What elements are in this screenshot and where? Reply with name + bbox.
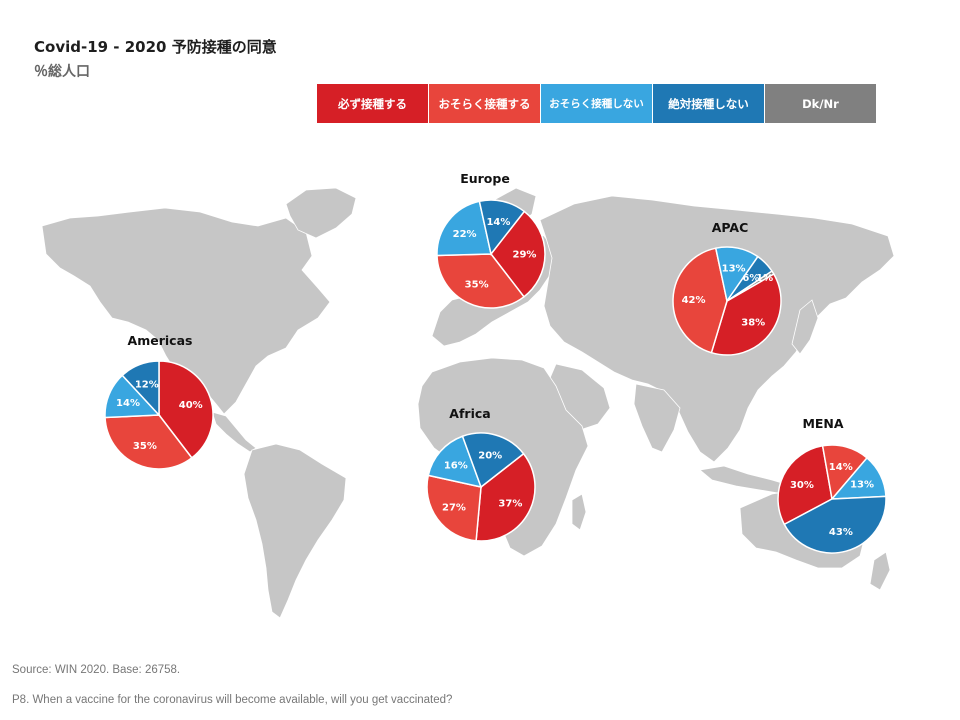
region-title-apac: APAC bbox=[712, 220, 749, 235]
pie-slice-americas-1 bbox=[104, 414, 193, 470]
region-title-americas: Americas bbox=[128, 333, 193, 348]
pie-europe: 29% 35% 22% 14% Europe bbox=[436, 171, 546, 309]
source-note: Source: WIN 2020. Base: 26758. bbox=[12, 664, 181, 676]
south-america-shape bbox=[243, 443, 347, 619]
pie-slice-americas-3 bbox=[121, 360, 160, 417]
region-title-mena: MENA bbox=[802, 416, 843, 431]
pie-mena: 30% 14% 13% 43% MENA bbox=[777, 416, 887, 554]
pie-label-americas-1: 35% bbox=[133, 441, 157, 452]
madagascar-shape bbox=[571, 493, 587, 531]
pie-slice-apac-1 bbox=[672, 247, 728, 354]
japan-shape bbox=[791, 299, 819, 355]
new-zealand-shape bbox=[869, 551, 891, 591]
pie-slice-europe-2 bbox=[436, 200, 492, 257]
pie-slice-africa-0 bbox=[475, 452, 536, 542]
pie-label-americas-0: 40% bbox=[179, 400, 203, 411]
pie-slice-europe-3 bbox=[478, 199, 526, 256]
legend-item-definitely-no: 絶対接種しない bbox=[653, 84, 765, 123]
legend-item-dk-nr: Dk/Nr bbox=[765, 84, 876, 123]
pie-label-mena-3: 43% bbox=[829, 527, 853, 538]
pie-label-apac-4: 1% bbox=[756, 273, 773, 284]
pie-label-apac-0: 38% bbox=[741, 317, 765, 328]
pie-label-apac-1: 42% bbox=[682, 295, 706, 306]
pie-label-americas-3: 12% bbox=[135, 379, 159, 390]
pie-label-europe-3: 14% bbox=[486, 217, 510, 228]
pie-slice-mena-3 bbox=[783, 495, 887, 554]
central-america-shape bbox=[211, 411, 257, 453]
pie-label-mena-1: 14% bbox=[829, 462, 853, 473]
pie-slice-mena-0 bbox=[777, 444, 833, 526]
legend: 必ず接種する おそらく接種する おそらく接種しない 絶対接種しない Dk/Nr bbox=[317, 84, 876, 123]
pie-label-europe-1: 35% bbox=[465, 280, 489, 291]
pie-slice-africa-2 bbox=[427, 435, 483, 489]
pie-label-europe-0: 29% bbox=[513, 250, 537, 261]
legend-item-probably-no: おそらく接種しない bbox=[541, 84, 653, 123]
pie-apac: 38% 42% 13%6%1% APAC bbox=[672, 220, 782, 356]
pie-label-apac-3: 6% bbox=[742, 273, 759, 284]
pie-africa: 37% 27% 16% 20% Africa bbox=[426, 406, 536, 542]
pie-label-africa-1: 27% bbox=[442, 502, 466, 513]
pie-americas: 40% 35% 14% 12% Americas bbox=[104, 333, 214, 470]
question-note: P8. When a vaccine for the coronavirus w… bbox=[12, 694, 453, 706]
greenland-shape bbox=[285, 187, 357, 239]
pie-slice-americas-0 bbox=[158, 360, 214, 459]
chart-title: Covid-19 - 2020 予防接種の同意 bbox=[34, 38, 277, 56]
pie-label-mena-0: 30% bbox=[790, 480, 814, 491]
pie-slice-europe-1 bbox=[436, 253, 526, 309]
north-america-shape bbox=[41, 207, 331, 415]
pie-slice-apac-0 bbox=[710, 272, 782, 356]
india-shape bbox=[633, 383, 681, 453]
pie-label-americas-2: 14% bbox=[116, 398, 140, 409]
pie-label-africa-3: 20% bbox=[478, 450, 502, 461]
pie-slice-europe-0 bbox=[490, 210, 546, 298]
region-title-africa: Africa bbox=[449, 406, 490, 421]
pie-label-africa-2: 16% bbox=[444, 460, 468, 471]
pie-slice-africa-3 bbox=[461, 432, 525, 489]
region-title-europe: Europe bbox=[460, 171, 510, 186]
pie-label-apac-2: 13% bbox=[722, 264, 746, 275]
pie-slice-apac-4 bbox=[726, 270, 775, 302]
pie-label-europe-2: 22% bbox=[453, 229, 477, 240]
chart-subtitle: ％総人口 bbox=[34, 64, 90, 80]
pie-label-africa-0: 37% bbox=[498, 499, 522, 510]
legend-item-definitely-yes: 必ず接種する bbox=[317, 84, 429, 123]
pie-label-mena-2: 13% bbox=[850, 480, 874, 491]
pie-slice-africa-1 bbox=[426, 474, 482, 542]
legend-item-probably-yes: おそらく接種する bbox=[429, 84, 541, 123]
